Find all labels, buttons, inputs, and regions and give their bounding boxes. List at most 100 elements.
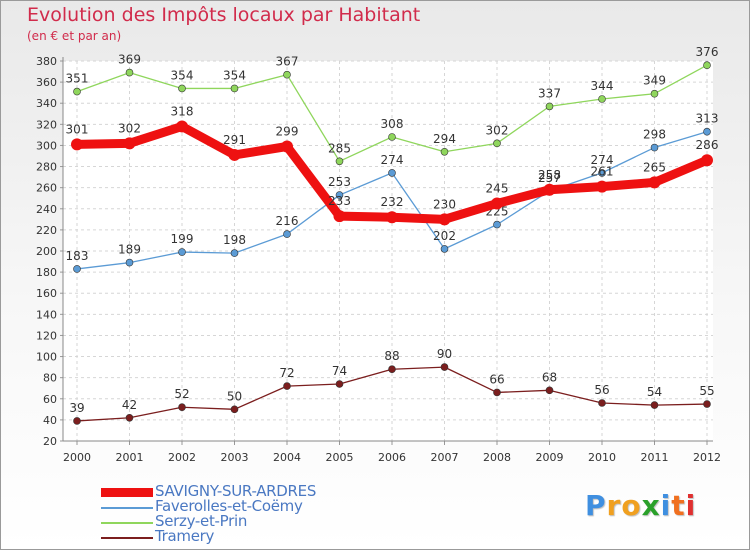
data-label-savigny-sur-ardres: 230 [433,197,456,211]
data-label-serzy-et-prin: 351 [66,72,89,86]
data-point-faverolles-et-coemy [73,265,81,273]
data-label-tramery: 39 [69,401,84,415]
legend-swatch [101,507,153,509]
y-tick-label: 240 [36,203,57,216]
data-label-savigny-sur-ardres: 233 [328,194,351,208]
data-point-savigny-sur-ardres [491,197,503,210]
legend-swatch [101,537,153,539]
chart-subtitle: (en € et par an) [27,29,122,43]
series-savigny-sur-ardres: 301 302 318 291 299 233 232 230 245 258 261 265 286 [66,104,719,226]
logo-letter: P [585,489,607,522]
logo-letter: r [606,489,622,522]
data-point-faverolles-et-coemy [650,143,659,152]
data-point-serzy-et-prin [125,68,134,77]
y-tick-label: 60 [43,393,57,406]
logo-letter: o [621,489,642,522]
data-point-serzy-et-prin [440,147,449,156]
y-tick-label: 360 [36,76,57,89]
data-point-faverolles-et-coemy [440,245,449,253]
data-point-serzy-et-prin [650,89,659,98]
data-label-savigny-sur-ardres: 265 [643,160,666,174]
legend-item-savigny-sur-ardres: SAVIGNY-SUR-ARDRES [101,482,401,500]
data-label-faverolles-et-coemy: 274 [591,153,614,167]
data-label-tramery: 50 [227,389,242,403]
data-point-serzy-et-prin [598,95,606,103]
data-point-savigny-sur-ardres [176,120,188,133]
y-tick-label: 300 [36,139,57,152]
data-label-serzy-et-prin: 294 [433,132,456,146]
data-point-faverolles-et-coemy [388,169,396,177]
data-point-savigny-sur-ardres [333,210,346,223]
data-point-tramery [230,405,239,414]
data-label-serzy-et-prin: 349 [643,74,666,88]
legend-swatch [101,488,153,497]
y-tick-label: 180 [36,266,57,279]
data-label-serzy-et-prin: 376 [696,45,719,59]
y-tick-label: 320 [36,118,57,131]
data-label-faverolles-et-coemy: 253 [328,175,351,189]
data-point-serzy-et-prin [545,102,554,111]
y-tick-label: 220 [36,224,57,237]
y-tick-label: 80 [43,372,57,385]
data-label-serzy-et-prin: 354 [223,68,246,82]
x-tick-label: 2005 [326,451,354,464]
x-tick-label: 2009 [536,451,564,464]
data-point-serzy-et-prin [283,70,291,79]
data-point-tramery [545,386,554,395]
data-point-savigny-sur-ardres [543,183,556,196]
data-point-savigny-sur-ardres [438,213,451,226]
logo-letter: i [685,489,697,522]
legend-label: Faverolles-et-Coëmy [155,497,303,515]
data-label-tramery: 90 [437,347,452,361]
y-tick-label: 380 [36,55,57,68]
data-point-tramery [335,380,344,388]
data-label-savigny-sur-ardres: 318 [171,104,194,118]
data-label-tramery: 42 [122,398,137,412]
legend-label: Serzy-et-Prin [155,512,248,530]
data-point-savigny-sur-ardres [228,148,241,161]
data-point-serzy-et-prin [703,61,711,70]
data-label-savigny-sur-ardres: 299 [276,125,299,139]
proxiti-logo: Proxiti [585,489,696,522]
data-label-serzy-et-prin: 302 [486,123,509,137]
data-label-faverolles-et-coemy: 202 [433,229,456,243]
data-point-faverolles-et-coemy [493,220,501,229]
data-point-savigny-sur-ardres [71,138,83,151]
series-serzy-et-prin: 351 369 354 354 367 285 308 294 302 337 344 349 376 [66,45,719,166]
data-label-tramery: 74 [332,364,347,378]
data-label-serzy-et-prin: 354 [171,68,194,82]
legend-item-tramery: Tramery [101,527,401,545]
legend-label: SAVIGNY-SUR-ARDRES [155,482,317,500]
data-point-faverolles-et-coemy [335,191,344,199]
x-tick-label: 2011 [641,451,669,464]
data-point-faverolles-et-coemy [283,230,291,238]
data-point-tramery [703,400,711,408]
data-point-serzy-et-prin [73,87,81,96]
data-label-savigny-sur-ardres: 301 [66,122,89,136]
data-label-savigny-sur-ardres: 302 [118,121,141,135]
data-point-tramery [440,363,449,371]
data-point-savigny-sur-ardres [701,154,713,167]
x-tick-label: 2003 [221,451,249,464]
data-point-savigny-sur-ardres [596,180,608,193]
data-point-savigny-sur-ardres [648,176,661,189]
data-label-savigny-sur-ardres: 286 [696,138,719,152]
data-label-faverolles-et-coemy: 274 [381,153,404,167]
data-label-savigny-sur-ardres: 232 [381,195,404,209]
legend-item-serzy-et-prin: Serzy-et-Prin [101,512,401,530]
y-tick-label: 140 [36,308,57,321]
x-tick-label: 2012 [693,451,721,464]
data-label-faverolles-et-coemy: 189 [118,243,141,257]
legend-swatch [101,522,153,524]
data-point-faverolles-et-coemy [703,127,711,136]
x-tick-label: 2008 [483,451,511,464]
data-label-faverolles-et-coemy: 198 [223,233,246,247]
data-point-tramery [178,403,186,412]
data-label-serzy-et-prin: 367 [276,55,299,69]
data-label-serzy-et-prin: 344 [591,79,614,93]
data-point-savigny-sur-ardres [386,211,398,224]
chart-title: Evolution des Impôts locaux par Habitant [27,4,421,26]
